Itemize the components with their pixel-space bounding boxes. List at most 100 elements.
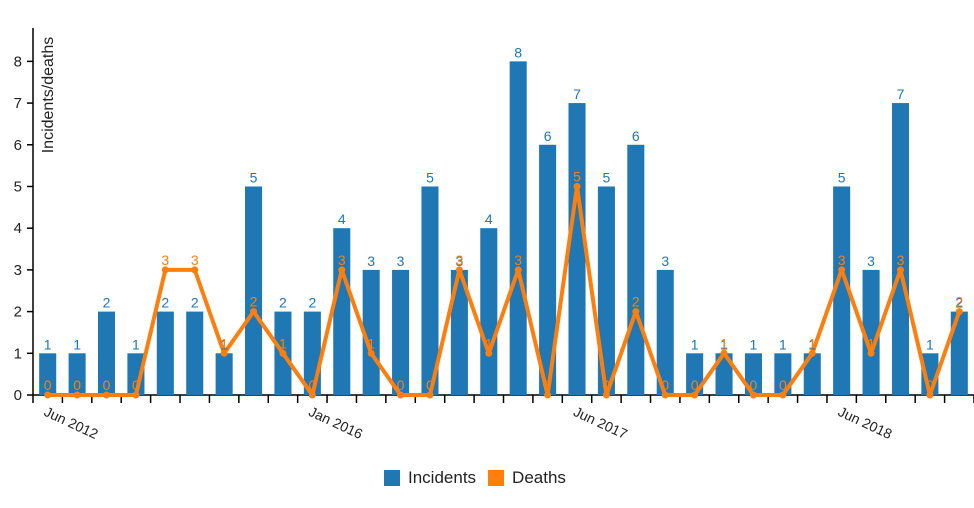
incidents-data-label: 6	[632, 128, 640, 144]
incidents-bar	[833, 186, 851, 395]
deaths-point	[720, 349, 728, 357]
incidents-bar	[39, 353, 57, 395]
incidents-data-label: 1	[720, 336, 728, 352]
legend: Incidents Deaths	[384, 468, 578, 488]
incidents-data-label: 5	[250, 169, 258, 185]
x-tick-label: Jan 2016	[306, 403, 365, 442]
incidents-data-label: 1	[808, 336, 816, 352]
incidents-data-label: 2	[955, 295, 963, 311]
deaths-point	[308, 391, 316, 399]
incidents-data-label: 3	[397, 253, 405, 269]
deaths-data-label: 0	[779, 377, 787, 393]
deaths-point	[896, 266, 904, 274]
incidents-bar	[568, 103, 586, 396]
incidents-bar	[421, 186, 439, 395]
deaths-point	[161, 266, 169, 274]
incidents-bars	[39, 61, 968, 396]
incidents-bar	[774, 353, 792, 395]
incidents-data-label: 1	[779, 336, 787, 352]
incidents-data-label: 1	[750, 336, 758, 352]
deaths-data-label: 0	[426, 377, 434, 393]
incidents-data-label: 2	[191, 295, 199, 311]
incidents-bar	[950, 311, 968, 395]
incidents-data-label: 1	[132, 336, 140, 352]
incidents-bar	[862, 269, 880, 395]
deaths-point	[485, 349, 493, 357]
y-tick-label: 2	[14, 304, 22, 321]
incidents-bar	[891, 103, 910, 396]
incidents-bar	[215, 353, 233, 395]
deaths-point	[103, 391, 111, 399]
x-tick-label: Jun 2018	[836, 403, 895, 442]
deaths-data-label: 1	[867, 335, 875, 351]
y-axis-label: Incidents/deaths	[40, 37, 57, 154]
deaths-data-label: 1	[220, 335, 228, 351]
incidents-bar	[186, 311, 204, 395]
incidents-bar	[450, 269, 468, 395]
incidents-data-label: 2	[308, 295, 316, 311]
incidents-bar	[715, 353, 733, 395]
deaths-point	[544, 391, 552, 399]
deaths-point	[44, 391, 52, 399]
deaths-point	[573, 182, 581, 190]
deaths-data-label: 2	[250, 294, 258, 310]
incidents-bar	[509, 61, 527, 395]
incidents-bar	[597, 186, 615, 395]
legend-item-deaths[interactable]: Deaths	[488, 468, 566, 488]
deaths-point	[749, 391, 757, 399]
incidents-data-label: 8	[514, 44, 522, 60]
deaths-data-label: 3	[838, 252, 846, 268]
legend-swatch-deaths	[488, 470, 505, 486]
deaths-point	[397, 391, 405, 399]
incidents-data-label: 2	[279, 295, 287, 311]
incidents-bar	[156, 311, 174, 395]
deaths-data-label: 5	[573, 168, 581, 184]
deaths-data-label: 1	[720, 335, 728, 351]
deaths-point	[132, 391, 140, 399]
incidents-data-label: 3	[455, 253, 463, 269]
legend-item-incidents[interactable]: Incidents	[384, 468, 476, 488]
y-tick-label: 4	[14, 220, 22, 237]
deaths-data-label: 3	[161, 252, 169, 268]
deaths-data-label: 0	[397, 377, 405, 393]
deaths-data-label: 0	[661, 377, 669, 393]
deaths-data-label: 3	[455, 252, 463, 268]
incidents-data-label: 4	[485, 211, 493, 227]
incidents-bar	[627, 144, 645, 395]
deaths-point	[367, 349, 375, 357]
incidents-data-label: 7	[897, 86, 905, 102]
incidents-bar	[656, 269, 674, 395]
deaths-point	[220, 349, 228, 357]
deaths-data-label: 0	[103, 377, 111, 393]
incidents-data-labels: 1 1 2 1 2 2 1 5 2 2 4 3 3 5 3 4 8 6 7 5 6 3 1 1 1 1 1 5 3 7 1 2	[44, 44, 964, 352]
deaths-data-label: 0	[926, 377, 934, 393]
deaths-point	[250, 308, 258, 316]
deaths-line	[44, 182, 963, 399]
incidents-data-label: 1	[691, 336, 699, 352]
deaths-data-label: 0	[308, 377, 316, 393]
incidents-data-label: 2	[161, 295, 169, 311]
deaths-data-label: 0	[544, 377, 552, 393]
incidents-data-label: 1	[926, 336, 934, 352]
deaths-data-label: 0	[691, 377, 699, 393]
incidents-bar	[539, 144, 557, 395]
deaths-point	[955, 308, 963, 316]
deaths-point	[73, 391, 81, 399]
deaths-data-label: 3	[514, 252, 522, 268]
legend-label-incidents: Incidents	[408, 468, 477, 487]
deaths-point	[455, 266, 463, 274]
incidents-data-label: 3	[867, 253, 875, 269]
incidents-data-label: 2	[103, 295, 111, 311]
y-tick-label: 5	[14, 178, 22, 195]
incidents-data-label: 5	[838, 169, 846, 185]
incidents-bar	[803, 353, 821, 395]
incidents-data-label: 7	[573, 86, 581, 102]
x-tick-label: Jun 2012	[42, 403, 101, 442]
incidents-data-label: 5	[426, 169, 434, 185]
deaths-point	[426, 391, 434, 399]
deaths-data-label: 2	[632, 294, 640, 310]
deaths-data-label: 2	[955, 294, 963, 310]
incidents-bar	[686, 353, 704, 395]
y-tick-label: 8	[14, 53, 22, 70]
legend-label-deaths: Deaths	[512, 468, 566, 487]
